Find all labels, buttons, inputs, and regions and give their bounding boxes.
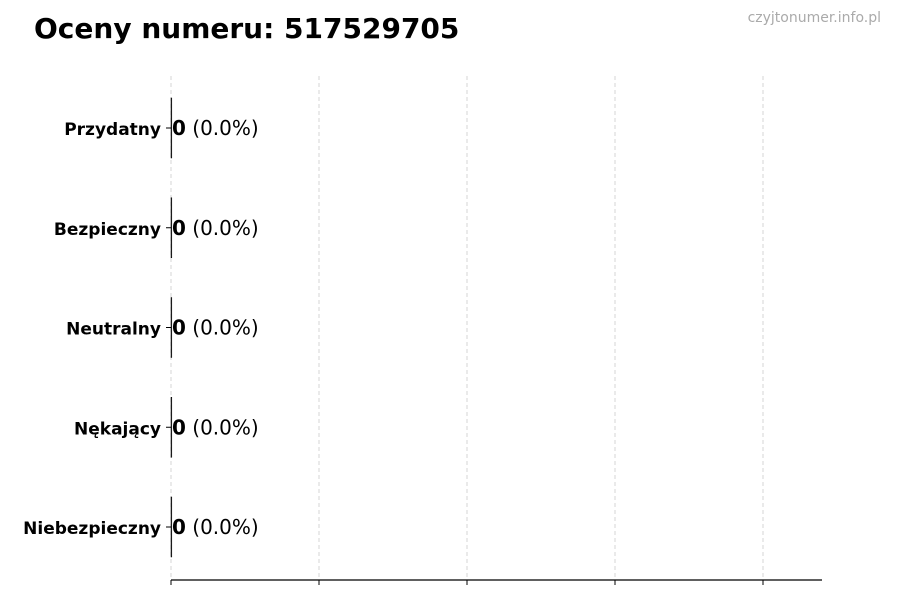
data-label: 0 (0.0%) — [172, 116, 259, 140]
data-label-count: 0 — [172, 116, 186, 140]
data-label: 0 (0.0%) — [172, 515, 259, 539]
y-tick-label: Neutralny — [66, 320, 161, 340]
data-label-percent: (0.0%) — [186, 216, 259, 240]
data-label-count: 0 — [172, 316, 186, 340]
data-label-percent: (0.0%) — [186, 316, 259, 340]
y-tick-label: Niebezpieczny — [23, 519, 161, 539]
y-tick-label: Bezpieczny — [54, 220, 161, 240]
data-label: 0 (0.0%) — [172, 216, 259, 240]
data-label-percent: (0.0%) — [186, 116, 259, 140]
data-label-count: 0 — [172, 515, 186, 539]
data-label-percent: (0.0%) — [186, 415, 259, 439]
data-label: 0 (0.0%) — [172, 316, 259, 340]
y-tick-label: Przydatny — [64, 120, 161, 140]
data-label-count: 0 — [172, 216, 186, 240]
chart-title: Oceny numeru: 517529705 — [34, 12, 460, 45]
watermark: czyjtonumer.info.pl — [747, 10, 881, 26]
data-label-count: 0 — [172, 415, 186, 439]
data-label: 0 (0.0%) — [172, 415, 259, 439]
data-label-percent: (0.0%) — [186, 515, 259, 539]
y-tick-label: Nękający — [74, 419, 161, 439]
